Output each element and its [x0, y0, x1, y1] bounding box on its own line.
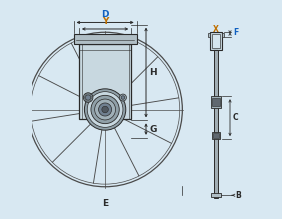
Text: D: D: [101, 10, 109, 19]
Bar: [211, 194, 221, 197]
Circle shape: [121, 96, 125, 99]
Text: X: X: [213, 25, 219, 34]
Bar: [211, 96, 221, 108]
Text: H: H: [149, 68, 157, 77]
Bar: [212, 98, 221, 106]
Text: E: E: [102, 199, 108, 208]
Text: G: G: [149, 125, 157, 134]
Text: A: A: [213, 32, 219, 41]
Circle shape: [87, 92, 123, 127]
Text: C: C: [233, 113, 239, 122]
Circle shape: [85, 95, 91, 100]
Circle shape: [102, 106, 108, 113]
Circle shape: [91, 95, 119, 124]
Bar: [213, 133, 219, 138]
Text: B: B: [235, 191, 241, 200]
Circle shape: [120, 94, 126, 101]
Circle shape: [83, 93, 93, 102]
Text: F: F: [233, 28, 238, 37]
Bar: [79, 44, 131, 119]
Circle shape: [95, 99, 116, 120]
Circle shape: [84, 89, 126, 130]
Bar: [208, 33, 210, 37]
Bar: [212, 132, 220, 139]
Text: Y: Y: [102, 17, 108, 26]
Bar: [212, 34, 220, 48]
Circle shape: [99, 103, 112, 116]
Bar: [74, 34, 137, 44]
Bar: [214, 50, 218, 198]
Bar: [210, 32, 222, 50]
Bar: [222, 33, 224, 37]
